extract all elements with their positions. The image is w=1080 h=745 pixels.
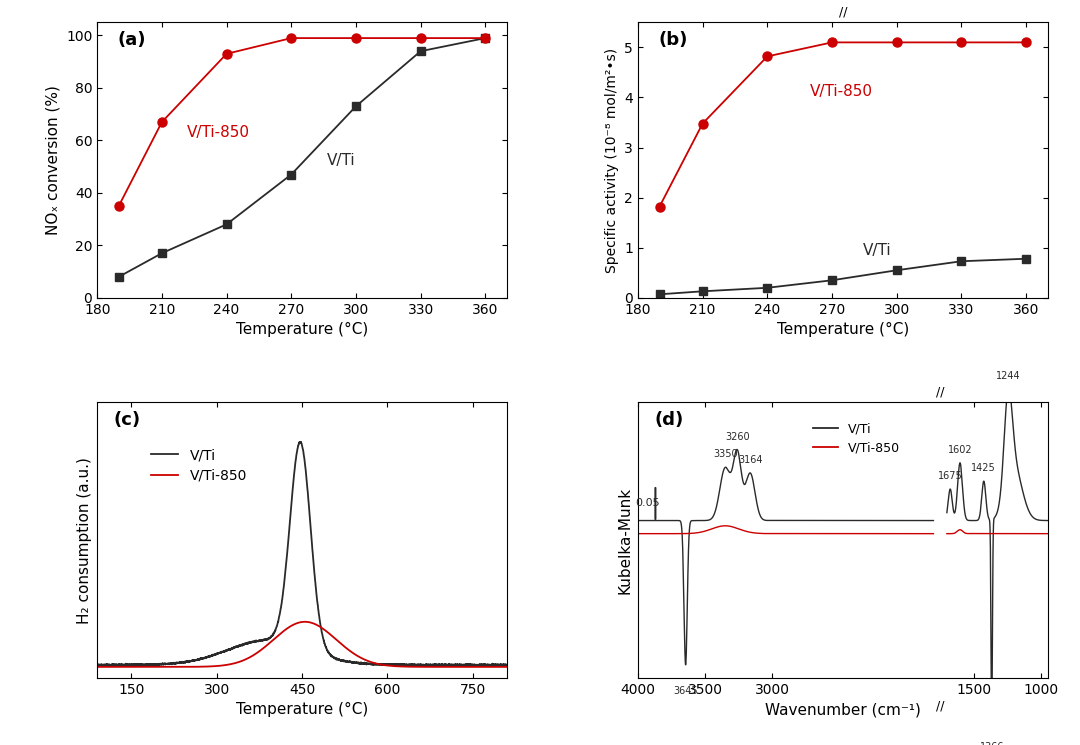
Text: V/Ti: V/Ti [863, 244, 892, 259]
Text: (d): (d) [654, 410, 684, 429]
Y-axis label: Kubelka-Munk: Kubelka-Munk [618, 486, 633, 594]
Text: 1425: 1425 [971, 463, 996, 473]
Text: 3164: 3164 [738, 455, 762, 465]
X-axis label: Temperature (°C): Temperature (°C) [235, 323, 368, 337]
Text: 1366: 1366 [980, 742, 1004, 745]
Text: V/Ti-850: V/Ti-850 [187, 125, 251, 140]
Y-axis label: NOₓ conversion (%): NOₓ conversion (%) [45, 85, 60, 235]
Text: //: // [936, 700, 944, 713]
X-axis label: Temperature (°C): Temperature (°C) [777, 323, 909, 337]
Text: //: // [936, 385, 944, 399]
Text: (c): (c) [113, 410, 140, 429]
X-axis label: Wavenumber (cm⁻¹): Wavenumber (cm⁻¹) [765, 703, 921, 717]
Text: (a): (a) [118, 31, 146, 48]
Text: 3645: 3645 [673, 686, 698, 696]
Text: 0.05: 0.05 [635, 498, 660, 509]
Text: 1675: 1675 [937, 471, 962, 481]
Text: 1244: 1244 [996, 371, 1021, 381]
Text: 1602: 1602 [948, 445, 972, 455]
X-axis label: Temperature (°C): Temperature (°C) [235, 703, 368, 717]
Text: //: // [838, 5, 847, 18]
Text: V/Ti-850: V/Ti-850 [810, 83, 873, 99]
Legend: V/Ti, V/Ti-850: V/Ti, V/Ti-850 [145, 443, 253, 489]
Text: 3350: 3350 [713, 449, 738, 460]
Text: 3260: 3260 [725, 432, 750, 442]
Y-axis label: H₂ consumption (a.u.): H₂ consumption (a.u.) [77, 457, 92, 624]
Y-axis label: Specific activity (10⁻⁸ mol/m²•s): Specific activity (10⁻⁸ mol/m²•s) [605, 48, 619, 273]
Text: V/Ti: V/Ti [326, 153, 355, 168]
Text: (b): (b) [659, 31, 688, 48]
Legend: V/Ti, V/Ti-850: V/Ti, V/Ti-850 [808, 417, 905, 459]
